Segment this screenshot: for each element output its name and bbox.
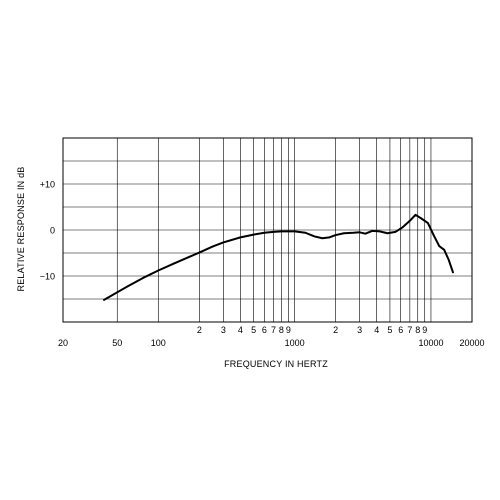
x-minor-tick-label: 5 [251, 325, 256, 335]
x-minor-tick-label: 6 [398, 325, 403, 335]
x-minor-tick-label: 9 [422, 325, 427, 335]
y-tick-label: −10 [40, 272, 55, 282]
x-minor-tick-label: 4 [374, 325, 379, 335]
plot-frame [62, 137, 473, 323]
x-minor-tick-label: 7 [407, 325, 412, 335]
x-major-tick-label: 1000 [285, 338, 305, 348]
y-tick-label: 0 [50, 226, 55, 236]
x-minor-tick-label: 3 [221, 325, 226, 335]
x-major-tick-label: 50 [112, 338, 122, 348]
x-minor-tick-label: 2 [333, 325, 338, 335]
x-minor-tick-label: 5 [387, 325, 392, 335]
y-tick-labels: +10 0 −10 [40, 180, 55, 282]
x-minor-tick-label: 9 [286, 325, 291, 335]
y-tick-label: +10 [40, 180, 55, 190]
x-minor-tick-label: 7 [271, 325, 276, 335]
response-curve [103, 213, 454, 301]
y-axis-label: RELATIVE RESPONSE IN dB [16, 167, 26, 292]
x-minor-tick-label: 8 [279, 325, 284, 335]
x-minor-tick-label: 4 [238, 325, 243, 335]
x-minor-tick-label: 8 [415, 325, 420, 335]
x-minor-tick-label: 2 [197, 325, 202, 335]
x-axis-label: FREQUENCY IN HERTZ [224, 359, 328, 369]
x-minor-tick-label: 3 [357, 325, 362, 335]
x-major-tick-label: 20000 [459, 338, 484, 348]
x-major-tick-labels: 20 50 100 1000 10000 20000 [58, 338, 485, 348]
x-major-tick-label: 20 [58, 338, 68, 348]
x-major-tick-label: 10000 [418, 338, 443, 348]
x-minor-tick-label: 6 [262, 325, 267, 335]
x-major-tick-label: 100 [151, 338, 166, 348]
grid [63, 138, 472, 322]
